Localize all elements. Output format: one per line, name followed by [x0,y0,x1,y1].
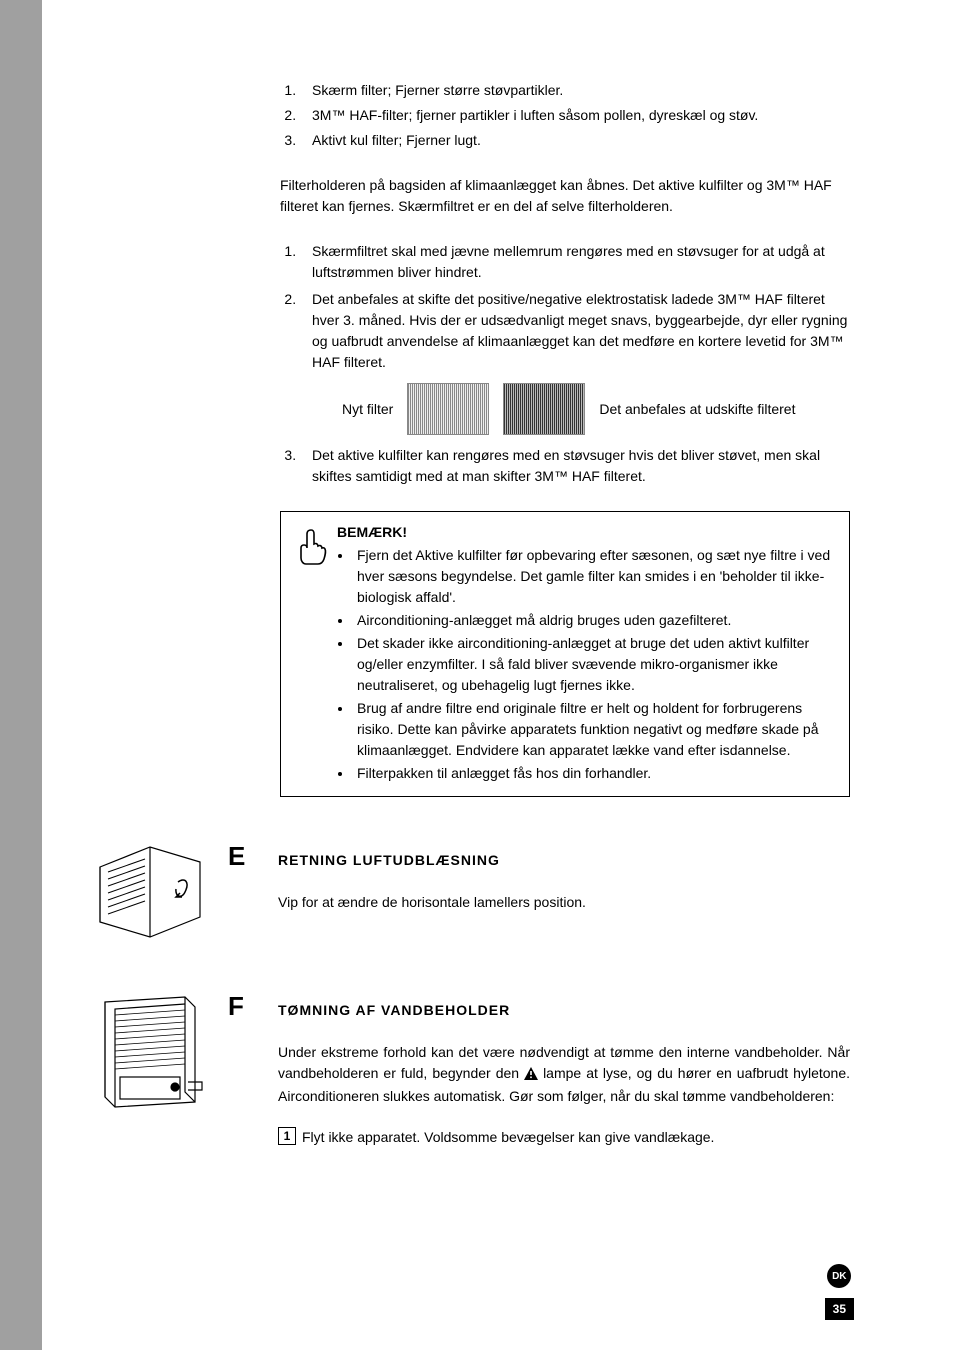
list-item: Det skader ikke airconditioning-anlægget… [353,633,835,696]
main-column: Skærm filter; Fjerner større støvpartikl… [280,80,850,1148]
section-f-title: TØMNING AF VANDBEHOLDER [278,1000,510,1021]
section-e-title: RETNING LUFTUDBLÆSNING [278,850,500,871]
section-e-illustration [60,837,210,947]
section-f-body: F TØMNING AF VANDBEHOLDER Under ekstreme… [228,987,850,1148]
section-letter-f: F [228,987,278,1026]
list-item: 3M™ HAF-filter; fjerner partikler i luft… [300,105,850,126]
list-item: Aktivt kul filter; Fjerner lugt. [300,130,850,151]
section-f-illustration [60,987,210,1117]
note-bullet-list: Fjern det Aktive kulfilter før opbevarin… [337,545,835,784]
list-item: Skærmfiltret skal med jævne mellemrum re… [300,241,850,283]
swatch-label-new: Nyt filter [342,399,393,420]
filter-swatch-row: Nyt filter Det anbefales at udskifte fil… [342,383,850,435]
warning-triangle-icon [524,1065,538,1086]
page-number: 35 [825,1298,854,1320]
section-f-step1: 1 Flyt ikke apparatet. Voldsomme bevægel… [278,1127,850,1148]
list-item: Det anbefales at skifte det positive/neg… [300,289,850,435]
list-item: Airconditioning-anlægget må aldrig bruge… [353,610,835,631]
section-e-heading: E RETNING LUFTUDBLÆSNING [228,837,850,876]
section-letter-e: E [228,837,278,876]
filter-swatch-new [407,383,489,435]
swatch-label-replace: Det anbefales at udskifte filteret [599,399,795,420]
filter-steps-list: Skærmfiltret skal med jævne mellemrum re… [280,241,850,487]
section-e-row: E RETNING LUFTUDBLÆSNING Vip for at ændr… [60,837,850,947]
list-item: Brug af andre filtre end originale filtr… [353,698,835,761]
section-e-body: E RETNING LUFTUDBLÆSNING Vip for at ændr… [228,837,850,933]
filter-holder-paragraph: Filterholderen på bagsiden af klimaanlæg… [280,175,850,217]
step-text: Det anbefales at skifte det positive/neg… [312,291,847,370]
note-title: BEMÆRK! [337,522,835,543]
hand-point-icon [289,522,337,786]
step-text: Flyt ikke apparatet. Voldsomme bevægelse… [302,1127,714,1148]
list-item: Det aktive kulfilter kan rengøres med en… [300,445,850,487]
section-e-text: Vip for at ændre de horisontale lameller… [278,892,850,913]
language-badge: DK [827,1264,851,1288]
filter-swatch-dirty [503,383,585,435]
page-footer: DK 35 [825,1264,854,1320]
section-f-text: Under ekstreme forhold kan det være nødv… [278,1042,850,1107]
filter-intro-list: Skærm filter; Fjerner større støvpartikl… [280,80,850,151]
list-item: Filterpakken til anlægget fås hos din fo… [353,763,835,784]
section-f-heading: F TØMNING AF VANDBEHOLDER [228,987,850,1026]
step-number-box: 1 [278,1127,296,1145]
note-content: BEMÆRK! Fjern det Aktive kulfilter før o… [337,522,835,786]
section-f-row: F TØMNING AF VANDBEHOLDER Under ekstreme… [60,987,850,1148]
page-content: Skærm filter; Fjerner større støvpartikl… [0,0,954,1350]
list-item: Fjern det Aktive kulfilter før opbevarin… [353,545,835,608]
note-box: BEMÆRK! Fjern det Aktive kulfilter før o… [280,511,850,797]
list-item: Skærm filter; Fjerner større støvpartikl… [300,80,850,101]
